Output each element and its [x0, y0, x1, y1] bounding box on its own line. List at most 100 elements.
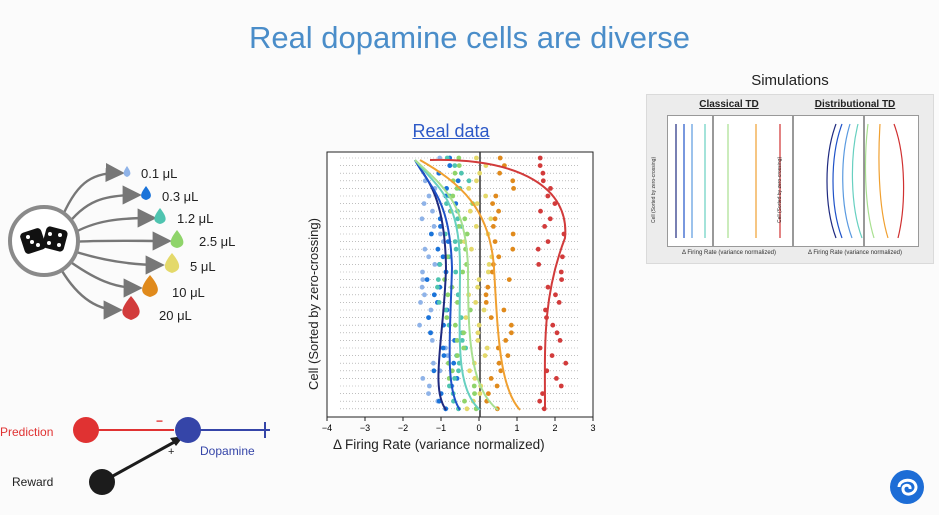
data-dot	[437, 262, 443, 267]
data-dot	[435, 246, 441, 252]
data-dot	[431, 292, 437, 298]
data-dot	[432, 262, 438, 267]
reward-label-2-5ul: 2.5 μL	[199, 234, 236, 249]
data-dot	[452, 322, 458, 328]
reward-label-0-3ul: 0.3 μL	[162, 189, 199, 204]
data-dot	[476, 322, 482, 328]
data-dot	[466, 186, 472, 191]
data-dot	[462, 216, 468, 222]
data-dot	[475, 338, 481, 343]
fit-curve-20ul	[429, 158, 567, 411]
data-dot	[436, 300, 442, 305]
reward-label-1-2ul: 1.2 μL	[177, 211, 214, 226]
data-dot	[431, 224, 437, 229]
x-tick-label: 1	[514, 423, 519, 433]
data-dot	[459, 338, 465, 343]
distributional-td-plot	[793, 115, 919, 247]
data-dot	[492, 239, 498, 244]
data-dot	[438, 224, 443, 229]
arrow-10ul	[64, 257, 143, 298]
data-dot	[447, 163, 453, 168]
data-dot	[557, 338, 563, 343]
data-dot	[549, 353, 555, 358]
sim-left-x-label: Δ Firing Rate (variance normalized)	[681, 250, 777, 256]
data-dot	[431, 368, 437, 374]
x-tick-label: 2	[552, 423, 557, 433]
data-dot	[496, 254, 502, 260]
data-dot	[494, 383, 500, 389]
data-dot	[475, 330, 481, 336]
drop-icon-5ul	[164, 253, 180, 273]
data-dot	[493, 193, 499, 199]
data-dot	[435, 277, 441, 282]
data-dot	[492, 216, 498, 222]
reward-line	[101, 438, 179, 484]
data-dot	[463, 315, 469, 320]
data-dot	[456, 163, 462, 168]
data-dot	[545, 239, 551, 244]
simulations-heading: Simulations	[751, 72, 829, 89]
drop-icon-0-3ul	[141, 186, 151, 200]
data-dot	[417, 322, 422, 328]
data-dot	[450, 193, 456, 199]
reward-label-5ul: 5 μL	[190, 259, 216, 274]
reward-label-20ul: 20 μL	[159, 308, 192, 323]
data-dot	[464, 231, 470, 237]
data-dot	[426, 391, 431, 396]
x-tick-label: 3	[590, 423, 595, 433]
data-dot	[452, 170, 458, 176]
data-dot	[490, 201, 496, 206]
data-dot	[511, 186, 516, 191]
fit-curve-0-3ul	[414, 159, 461, 411]
data-dot	[510, 246, 516, 252]
data-dot	[554, 376, 559, 381]
data-dot	[483, 193, 489, 199]
data-dot	[469, 246, 474, 252]
data-dot	[467, 208, 473, 214]
data-dot	[538, 208, 543, 214]
data-dot	[497, 170, 503, 176]
data-dot	[556, 300, 562, 305]
data-dot	[482, 353, 488, 358]
data-dot	[473, 300, 479, 305]
real-data-plot: −4 −3 −2 −1 0 1 2 3	[322, 151, 596, 433]
simulations-panel: Classical TD Distributional TD	[646, 94, 934, 264]
real-data-title: Real data	[412, 121, 490, 141]
data-dot	[456, 368, 461, 374]
data-dot	[426, 383, 432, 389]
data-dot	[464, 406, 470, 412]
data-dot	[445, 292, 451, 298]
data-dot	[488, 216, 494, 222]
fit-curve-1-2ul	[414, 159, 481, 411]
data-dot	[421, 201, 427, 206]
data-dot	[537, 398, 543, 404]
data-dot	[451, 360, 457, 366]
data-dot	[550, 322, 556, 328]
data-dot	[547, 216, 553, 222]
data-dot	[476, 277, 482, 282]
data-dot	[545, 284, 551, 290]
real-data-x-label: Δ Firing Rate (variance normalized)	[333, 437, 545, 452]
real-data-y-label: Cell (Sorted by zero-crossing)	[306, 218, 321, 390]
data-dot	[440, 254, 446, 260]
data-dot	[485, 284, 491, 290]
data-dot	[426, 315, 432, 320]
drop-icon-0-1ul	[123, 166, 131, 177]
drop-icon-20ul	[122, 296, 140, 320]
data-dot	[559, 277, 565, 282]
reward-label: Reward	[12, 475, 54, 489]
data-dot	[537, 163, 543, 168]
data-dot	[461, 345, 467, 351]
data-dot	[485, 391, 491, 396]
data-dot	[497, 155, 503, 161]
data-dot	[498, 368, 504, 374]
data-dot	[506, 277, 512, 282]
data-dot	[431, 360, 436, 366]
sim-right-x-label: Δ Firing Rate (variance normalized)	[807, 250, 903, 256]
data-dot	[505, 353, 511, 358]
data-dot	[475, 284, 481, 290]
data-dot	[552, 201, 558, 206]
data-dot	[545, 193, 551, 199]
data-dot	[455, 178, 461, 184]
data-dot	[455, 300, 460, 305]
